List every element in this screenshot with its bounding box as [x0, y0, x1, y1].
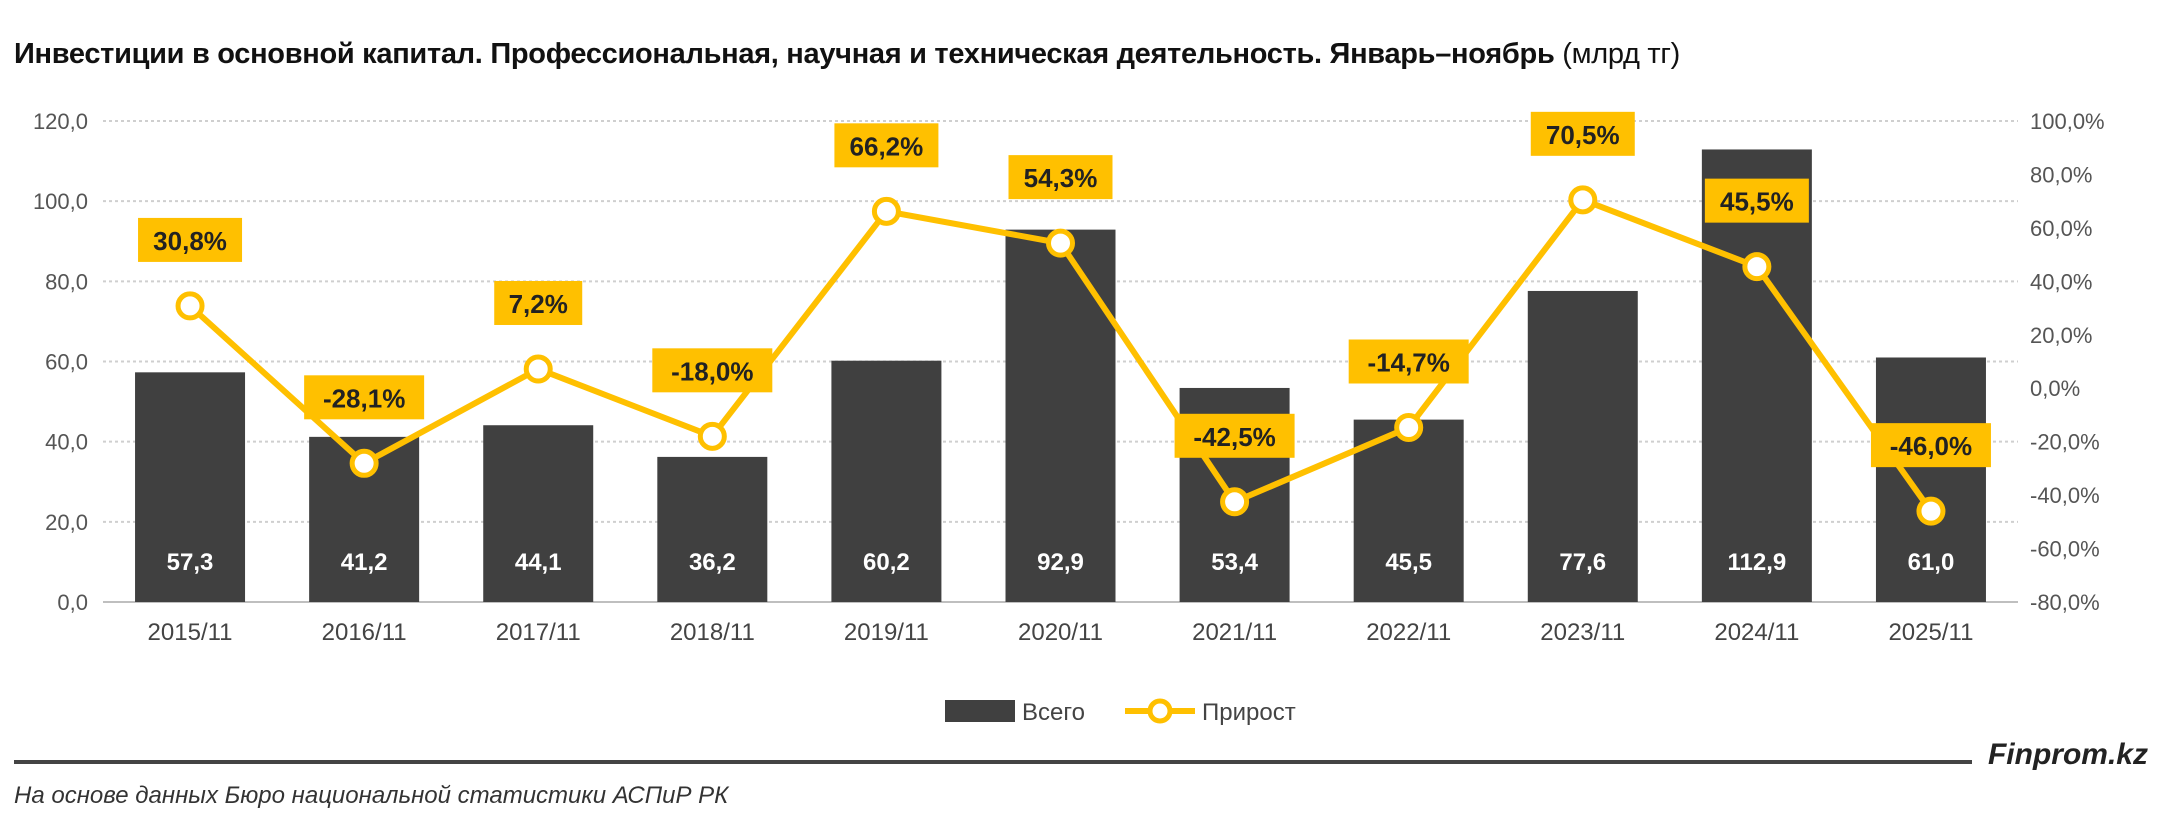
x-axis-tick: 2021/11 [1192, 619, 1277, 646]
bar [135, 372, 246, 602]
growth-value-label: 45,5% [1720, 187, 1794, 217]
bar [483, 425, 594, 602]
right-axis-tick: 40,0% [2030, 269, 2092, 294]
bar-value-label: 60,2 [863, 549, 910, 576]
bar-value-label: 92,9 [1037, 549, 1084, 576]
left-axis-tick: 20,0 [45, 510, 88, 535]
x-axis-tick: 2024/11 [1714, 619, 1799, 646]
growth-point [349, 448, 379, 478]
bar [1005, 229, 1116, 602]
growth-point [697, 421, 727, 451]
right-axis-tick: -20,0% [2030, 430, 2100, 455]
growth-value-label: 54,3% [1024, 163, 1098, 193]
growth-point [523, 354, 553, 384]
bar-value-label: 44,1 [515, 549, 562, 576]
growth-value-label: -46,0% [1890, 431, 1972, 461]
x-axis-tick: 2025/11 [1888, 619, 1973, 646]
growth-point [1046, 228, 1075, 258]
x-axis-tick: 2015/11 [148, 619, 233, 646]
growth-value-label: 66,2% [850, 131, 924, 161]
x-axis-tick: 2016/11 [322, 619, 407, 646]
growth-point [1568, 185, 1598, 215]
growth-value-label: -14,7% [1367, 348, 1449, 378]
growth-label-box [652, 348, 773, 393]
bar-value-label: 36,2 [689, 549, 736, 576]
right-axis-tick: 100,0% [2030, 109, 2105, 134]
left-axis-tick: 60,0 [45, 350, 88, 375]
growth-point [1394, 413, 1424, 443]
brand-logo: Finprom.kz [1987, 738, 2148, 771]
legend-bar-swatch [945, 700, 1015, 722]
left-axis-tick: 120,0 [33, 109, 88, 134]
left-axis-tick: 0,0 [57, 590, 88, 615]
chart-title-text: Инвестиции в основной капитал. Профессио… [14, 38, 1555, 70]
x-axis-tick: 2022/11 [1366, 619, 1451, 646]
left-axis-tick: 40,0 [45, 430, 88, 455]
growth-label-box [1704, 178, 1809, 223]
right-axis-tick: -40,0% [2030, 483, 2100, 508]
chart-title-unit: (млрд тг) [1562, 38, 1681, 70]
chart-title: Инвестиции в основной капитал. Профессио… [14, 38, 1680, 71]
growth-label-box [1348, 339, 1469, 384]
bar [1701, 149, 1812, 602]
growth-value-label: 30,8% [153, 226, 227, 256]
growth-point [1916, 496, 1946, 526]
bar [657, 456, 768, 602]
x-axis-tick: 2017/11 [496, 619, 581, 646]
growth-label-box [1870, 423, 1991, 468]
growth-point [1742, 252, 1772, 282]
growth-label-box [138, 217, 243, 262]
bar-value-label: 77,6 [1559, 549, 1606, 576]
right-axis-tick: 80,0% [2030, 162, 2092, 187]
growth-label-box [1530, 111, 1635, 156]
growth-label-box [1174, 413, 1295, 458]
bar-value-label: 57,3 [167, 549, 214, 576]
right-axis-tick: 60,0% [2030, 216, 2092, 241]
bar [1875, 357, 1986, 602]
bar [831, 360, 942, 602]
x-axis-tick: 2020/11 [1018, 619, 1103, 646]
right-axis-tick: 20,0% [2030, 323, 2092, 348]
bar-value-label: 53,4 [1211, 549, 1258, 576]
x-axis-tick: 2023/11 [1540, 619, 1625, 646]
source-note: На основе данных Бюро национальной стати… [14, 782, 729, 809]
x-axis-tick: 2019/11 [844, 619, 929, 646]
growth-label-box [494, 280, 583, 325]
growth-label-box [1008, 155, 1113, 200]
right-axis-tick: -80,0% [2030, 590, 2100, 615]
bar-value-label: 112,9 [1727, 549, 1786, 576]
bar-value-label: 61,0 [1908, 549, 1955, 576]
bar [1527, 290, 1638, 602]
growth-label-box [834, 123, 939, 168]
left-axis-tick: 80,0 [45, 269, 88, 294]
left-axis-tick: 100,0 [33, 189, 88, 214]
right-axis-tick: -60,0% [2030, 537, 2100, 562]
growth-point [871, 196, 901, 226]
legend-line-label: Прирост [1202, 699, 1296, 726]
growth-label-box [304, 375, 425, 420]
right-axis-tick: 0,0% [2030, 376, 2080, 401]
legend-line-marker [1147, 698, 1173, 724]
bar [1353, 419, 1464, 602]
legend-bar-label: Всего [1022, 699, 1085, 726]
growth-point [175, 291, 205, 321]
growth-value-label: 70,5% [1546, 120, 1620, 150]
growth-point [1220, 487, 1250, 517]
growth-value-label: -18,0% [671, 356, 753, 386]
growth-value-label: -42,5% [1193, 422, 1275, 452]
x-axis-tick: 2018/11 [670, 619, 755, 646]
growth-value-label: -28,1% [323, 383, 405, 413]
bar-value-label: 41,2 [341, 549, 388, 576]
footer-divider [14, 760, 1972, 764]
growth-value-label: 7,2% [509, 289, 568, 319]
bar-value-label: 45,5 [1385, 549, 1432, 576]
